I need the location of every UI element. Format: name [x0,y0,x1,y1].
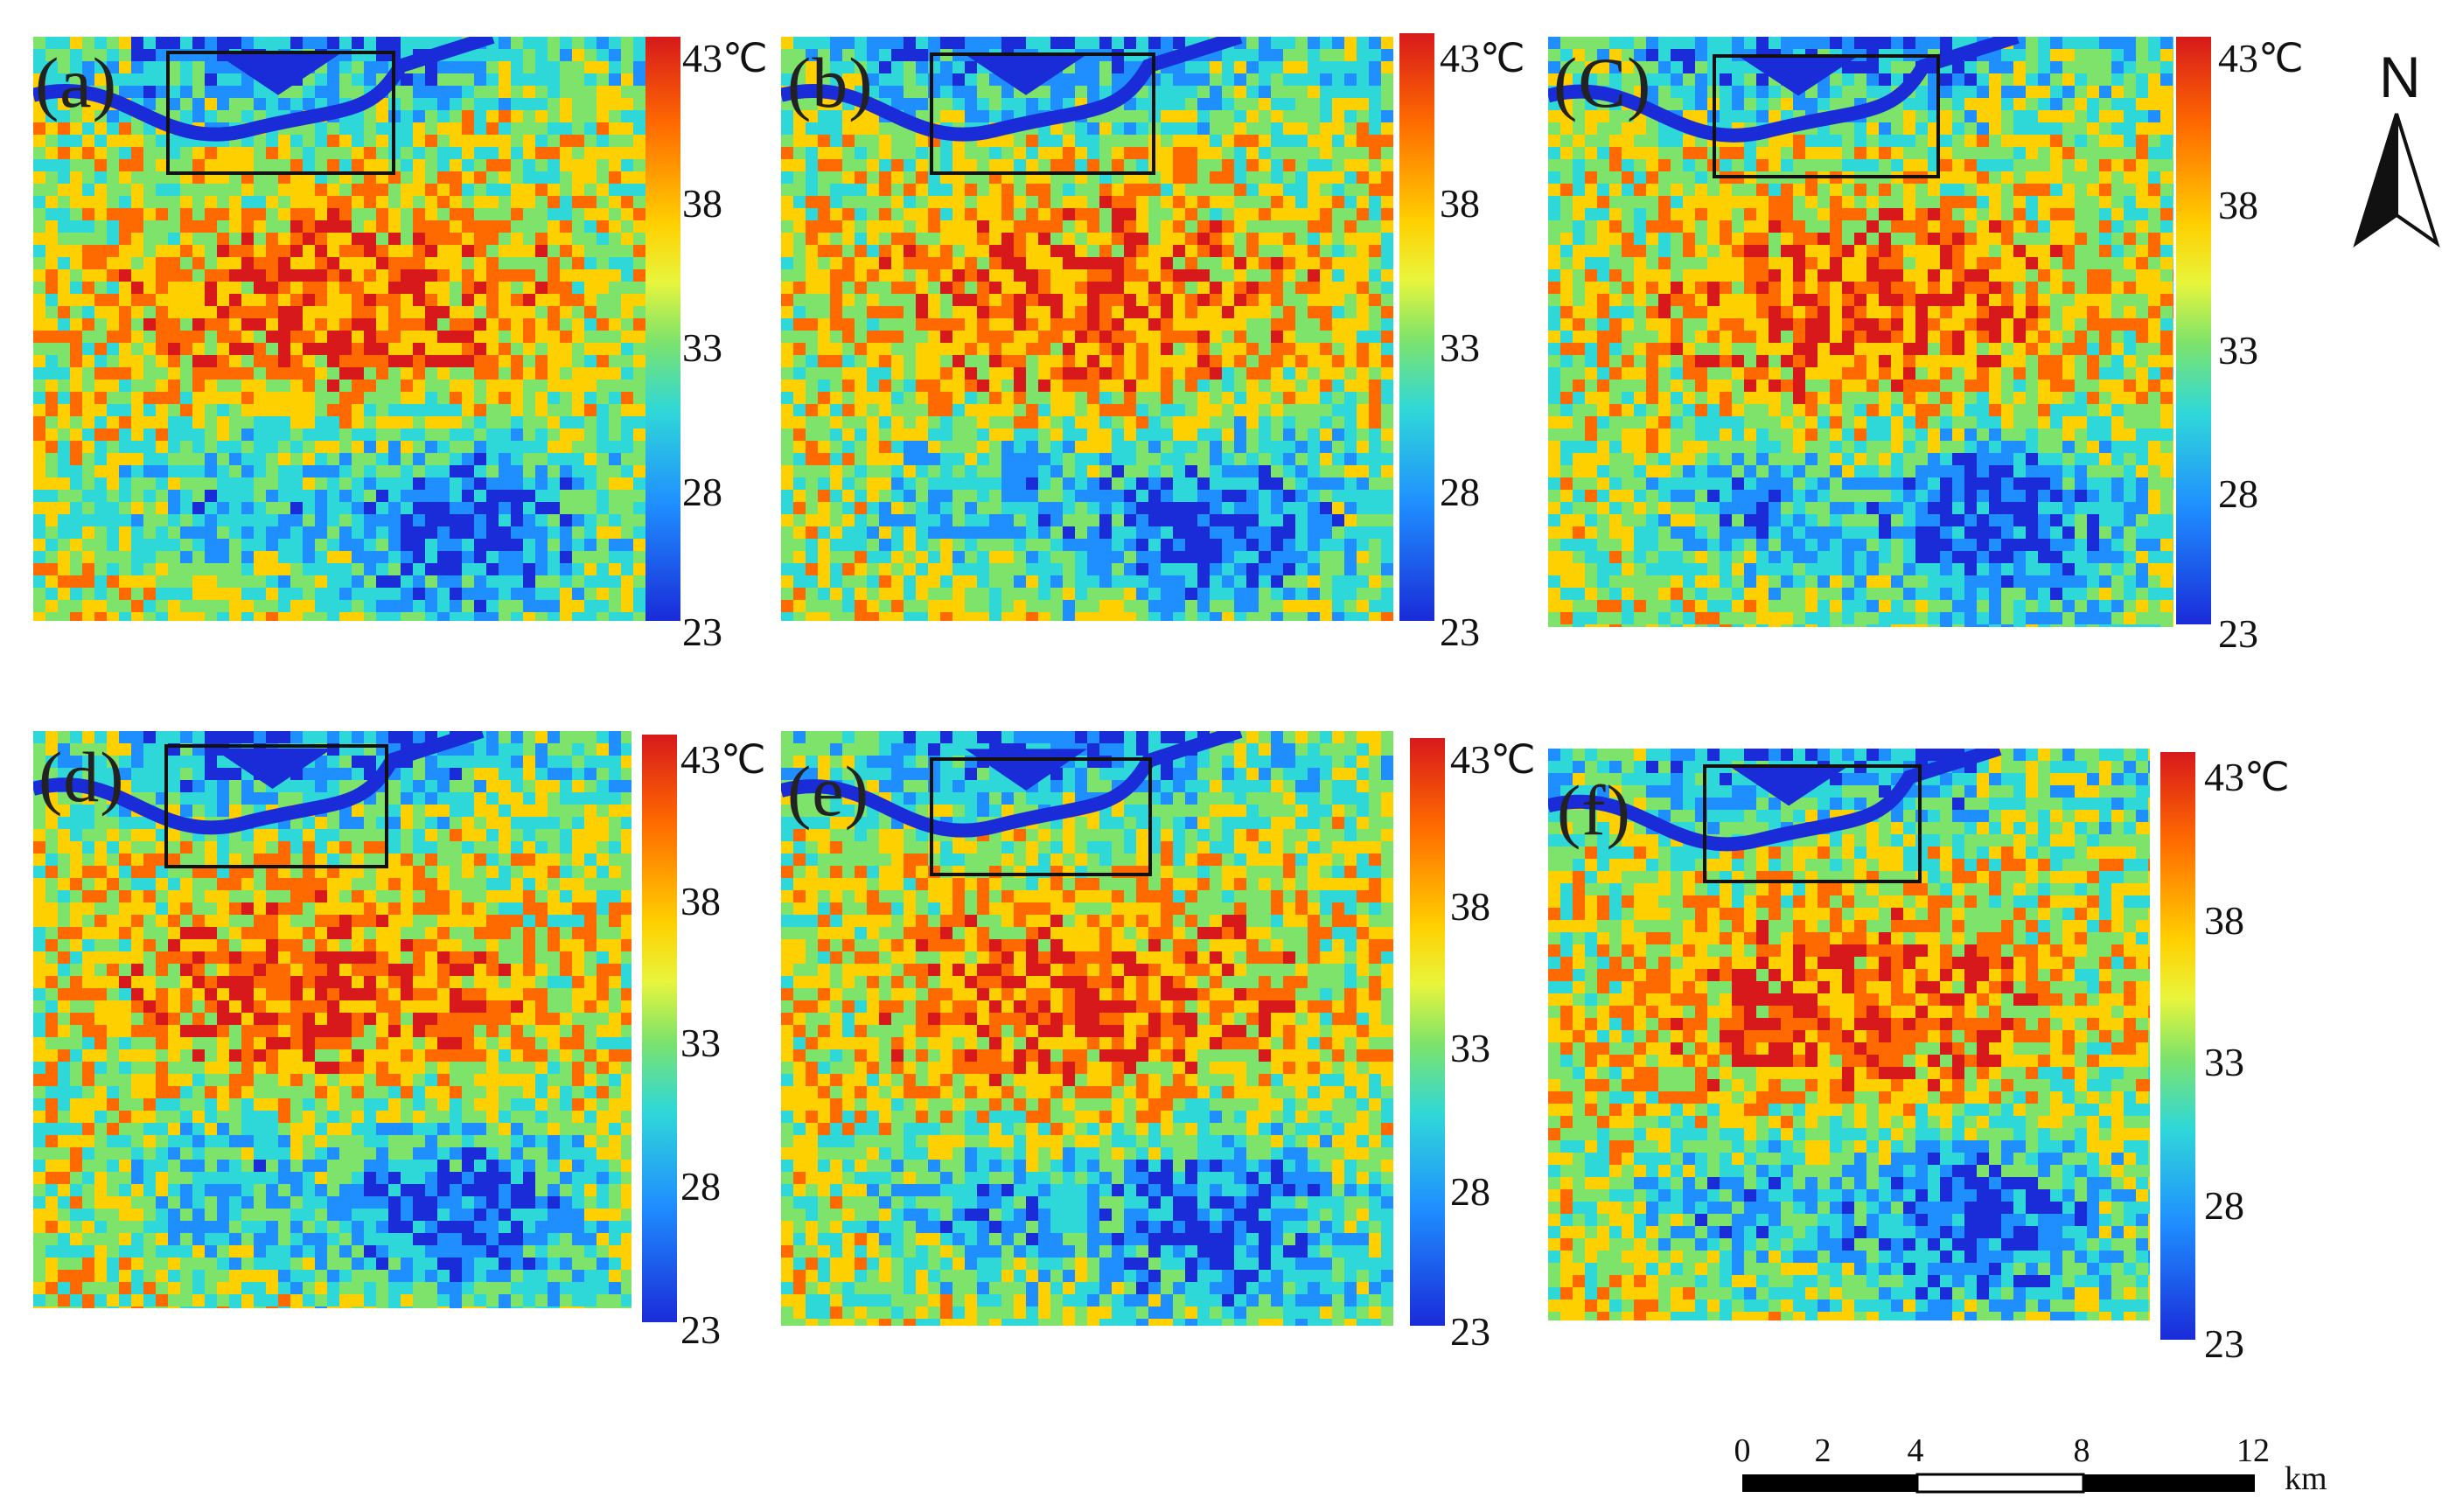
colorbar-tick-28: 28 [1450,1169,1490,1214]
study-area-box-f [1703,764,1922,883]
colorbar-tick-23: 23 [682,610,722,654]
colorbar-tick-38: 38 [1440,181,1480,226]
panel-label-e: (e) [787,751,870,831]
colorbar-tick-23: 23 [2204,1321,2244,1366]
colorbar-tick-43: 43℃ [1440,36,1525,80]
colorbar-b [1399,33,1434,621]
study-area-box-b [930,52,1155,175]
scale-unit: km [2285,1460,2327,1497]
colorbar-tick-38: 38 [2204,898,2244,943]
colorbar-tick-23: 23 [2218,611,2258,656]
lst-map-c [1548,37,2173,627]
colorbar-tick-28: 28 [1440,470,1480,514]
colorbar-a [645,37,680,621]
colorbar-tick-23: 23 [1440,610,1480,654]
colorbar-tick-43: 43℃ [2204,755,2290,799]
colorbar-c [2176,37,2211,624]
colorbar-tick-28: 28 [2218,471,2258,516]
colorbar-tick-43: 43℃ [1450,737,1536,782]
scale-bar: 0 2 4 8 12 km [1734,1425,2353,1504]
colorbar-tick-23: 23 [1450,1309,1490,1354]
study-area-box-d [164,744,388,868]
colorbar-tick-28: 28 [680,1164,721,1209]
lst-map-a [33,37,645,621]
scale-tick-2: 2 [1814,1432,1832,1469]
study-area-box-a [166,51,395,175]
scale-tick-12: 12 [2236,1432,2270,1469]
lst-map-b [781,37,1393,621]
colorbar-tick-38: 38 [680,879,721,923]
colorbar-tick-38: 38 [682,181,722,226]
study-area-box-e [930,757,1152,876]
colorbar-tick-23: 23 [680,1307,721,1352]
colorbar-tick-38: 38 [1450,884,1490,929]
scale-bar-graphic [1742,1473,2255,1494]
colorbar-tick-28: 28 [682,470,722,514]
colorbar-tick-33: 33 [682,325,722,370]
lst-map-f [1548,749,2150,1320]
north-label: N [2379,45,2421,109]
panel-label-d: (d) [38,737,125,817]
scale-tick-0: 0 [1734,1432,1751,1469]
colorbar-tick-38: 38 [2218,183,2258,227]
colorbar-tick-33: 33 [2204,1040,2244,1084]
colorbar-d [642,735,677,1322]
north-arrow: N [2353,44,2440,254]
scale-tick-8: 8 [2073,1432,2090,1469]
panel-label-f: (f) [1557,770,1631,850]
colorbar-tick-43: 43℃ [680,737,766,782]
study-area-box-c [1713,54,1940,178]
colorbar-f [2160,752,2195,1340]
scale-tick-4: 4 [1907,1432,1924,1469]
panel-label-a: (a) [35,43,118,122]
panel-label-b: (b) [787,43,874,122]
north-arrow-icon [2353,113,2440,247]
colorbar-tick-43: 43℃ [2218,36,2304,80]
colorbar-tick-33: 33 [1450,1026,1490,1070]
lst-map-e [781,731,1393,1326]
colorbar-tick-33: 33 [1440,325,1480,370]
panel-label-c: (C) [1553,43,1652,122]
colorbar-tick-43: 43℃ [682,36,768,80]
colorbar-tick-33: 33 [680,1021,721,1065]
colorbar-tick-28: 28 [2204,1183,2244,1228]
colorbar-tick-33: 33 [2218,328,2258,373]
colorbar-e [1410,738,1445,1326]
lst-map-d [33,731,631,1308]
